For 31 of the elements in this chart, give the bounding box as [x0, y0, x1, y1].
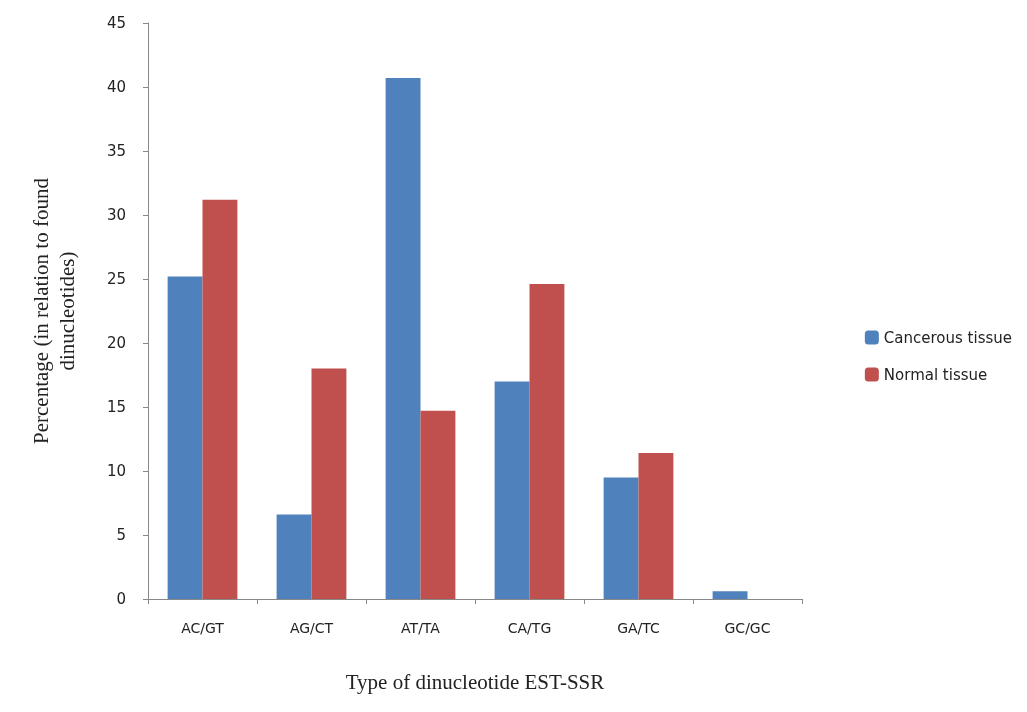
bar: [494, 381, 530, 599]
x-tick-label: AG/CT: [289, 620, 334, 636]
y-tick-label: 25: [106, 270, 126, 288]
y-tick-label: 35: [106, 142, 126, 160]
bar: [420, 410, 456, 599]
y-tick-label: 0: [116, 590, 126, 608]
legend-label: Normal tissue: [883, 365, 988, 384]
y-tick-label: 10: [106, 462, 126, 480]
x-tick-label: AC/GT: [181, 620, 225, 636]
bar: [311, 368, 347, 599]
bar: [529, 284, 565, 599]
x-axis-title: Type of dinucleotide EST-SSR: [345, 669, 605, 694]
y-tick-label: 20: [106, 334, 126, 352]
x-tick-label: GC/GC: [724, 620, 771, 636]
bar: [202, 199, 238, 599]
y-tick-label: 15: [106, 398, 126, 416]
y-tick-label: 40: [106, 78, 126, 96]
y-tick-label: 30: [106, 206, 126, 224]
y-axis-title: Percentage (in relation to found dinucleotides): [29, 177, 79, 444]
x-tick-label: CA/TG: [507, 620, 552, 636]
x-tick-label: AT/TA: [401, 620, 441, 636]
bar: [385, 78, 421, 599]
legend-label: Cancerous tissue: [883, 328, 1013, 347]
bar: [276, 514, 312, 599]
bar: [712, 591, 748, 599]
bar: [167, 276, 203, 599]
y-tick-label: 45: [106, 14, 126, 32]
y-tick-label: 5: [116, 526, 126, 544]
bar: [603, 477, 639, 599]
bar: [638, 453, 674, 599]
x-tick-label: GA/TC: [617, 620, 661, 636]
